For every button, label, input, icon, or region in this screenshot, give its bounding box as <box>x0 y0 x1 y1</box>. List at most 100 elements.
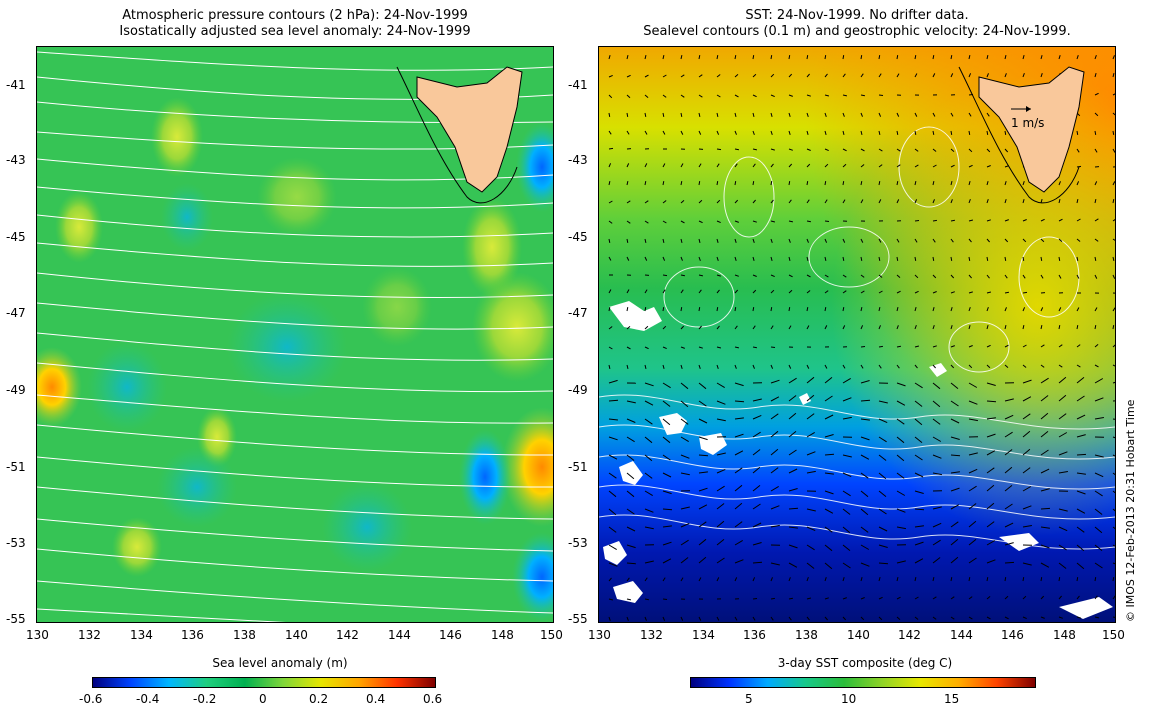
velocity-arrow <box>644 307 647 312</box>
velocity-arrow <box>734 502 743 510</box>
velocity-arrow <box>950 616 955 620</box>
velocity-arrow <box>1004 485 1013 492</box>
velocity-arrow <box>698 538 707 546</box>
velocity-arrow <box>698 94 703 98</box>
velocity-arrow <box>788 163 793 168</box>
velocity-arrow <box>986 540 996 546</box>
velocity-arrow <box>734 148 740 151</box>
velocity-arrow <box>968 199 971 204</box>
velocity-arrow <box>932 73 936 78</box>
velocity-arrow <box>950 164 955 168</box>
velocity-arrow <box>626 616 629 621</box>
velocity-arrow <box>1058 394 1067 402</box>
velocity-arrow <box>950 382 959 389</box>
velocity-arrow <box>1076 181 1080 186</box>
velocity-arrow <box>824 181 827 186</box>
velocity-arrow <box>770 524 780 528</box>
velocity-arrow <box>1112 72 1115 78</box>
velocity-arrow <box>626 94 631 99</box>
velocity-arrow <box>1094 490 1103 497</box>
velocity-arrow <box>734 74 739 78</box>
velocity-arrow <box>662 436 671 444</box>
velocity-arrow <box>860 472 869 479</box>
velocity-arrow <box>1040 616 1045 619</box>
velocity-arrow <box>716 74 721 78</box>
velocity-arrow <box>1094 92 1099 96</box>
velocity-arrow <box>1040 55 1043 60</box>
velocity-arrow <box>950 345 955 348</box>
velocity-arrow <box>824 256 827 262</box>
velocity-arrow <box>950 556 959 564</box>
velocity-arrow <box>644 400 654 406</box>
velocity-arrow <box>608 598 614 601</box>
velocity-arrow <box>644 200 649 204</box>
velocity-arrow <box>716 274 721 277</box>
velocity-arrow <box>968 539 977 546</box>
velocity-arrow <box>644 364 647 370</box>
velocity-arrow <box>968 164 973 168</box>
velocity-arrow <box>878 576 881 582</box>
velocity-arrow <box>608 55 611 60</box>
velocity-arrow <box>842 616 847 621</box>
velocity-arrow <box>698 346 703 349</box>
velocity-arrow <box>662 256 666 261</box>
velocity-arrow <box>1112 130 1115 135</box>
velocity-arrow <box>698 400 707 407</box>
velocity-arrow <box>734 54 737 60</box>
velocity-arrow <box>1112 55 1115 60</box>
velocity-arrow <box>896 55 899 60</box>
velocity-arrow <box>752 449 761 456</box>
velocity-arrow <box>716 557 725 564</box>
velocity-arrow <box>1076 508 1086 514</box>
velocity-arrow <box>842 163 847 168</box>
velocity-arrow <box>644 130 648 135</box>
velocity-arrow <box>806 413 815 420</box>
velocity-arrow <box>842 181 845 186</box>
velocity-arrow <box>734 450 744 456</box>
velocity-arrow <box>914 130 917 136</box>
velocity-arrow <box>932 256 935 261</box>
velocity-arrow <box>914 325 917 330</box>
velocity-arrow <box>950 487 960 492</box>
velocity-arrow <box>806 306 809 312</box>
velocity-arrow <box>1076 434 1086 438</box>
velocity-arrow <box>1058 413 1067 420</box>
velocity-arrow <box>968 418 978 422</box>
velocity-arrow <box>644 163 648 168</box>
velocity-arrow <box>806 394 815 402</box>
velocity-arrow <box>1004 73 1007 78</box>
velocity-arrow <box>1058 181 1061 186</box>
tasmania-landmass <box>416 66 523 193</box>
velocity-arrow <box>1004 595 1009 600</box>
velocity-arrow <box>878 490 887 497</box>
velocity-arrow <box>950 219 956 222</box>
velocity-arrow <box>914 472 924 478</box>
velocity-arrow <box>1040 562 1050 568</box>
velocity-arrow <box>716 382 725 389</box>
velocity-arrow <box>968 364 973 369</box>
velocity-arrow <box>806 199 810 204</box>
velocity-arrow <box>734 130 737 135</box>
velocity-arrow <box>1112 364 1115 367</box>
velocity-arrow <box>1058 471 1068 474</box>
velocity-arrow <box>626 544 636 549</box>
velocity-arrow <box>1022 324 1025 330</box>
velocity-arrow <box>644 616 647 621</box>
velocity-arrow <box>1112 112 1115 116</box>
velocity-arrow <box>626 130 630 135</box>
velocity-arrow <box>806 376 815 384</box>
velocity-arrow <box>644 382 654 387</box>
velocity-arrow <box>752 364 755 369</box>
velocity-arrow <box>968 596 973 600</box>
velocity-arrow <box>950 180 953 186</box>
velocity-arrow <box>986 324 989 330</box>
velocity-arrow <box>860 364 864 369</box>
velocity-arrow <box>932 506 942 510</box>
velocity-arrow <box>716 418 726 422</box>
velocity-arrow <box>698 454 709 457</box>
velocity-arrow <box>626 220 631 224</box>
velocity-arrow <box>1004 199 1007 204</box>
velocity-arrow <box>770 256 773 262</box>
velocity-arrow <box>662 325 667 330</box>
lat-tick: -45 <box>568 230 588 244</box>
